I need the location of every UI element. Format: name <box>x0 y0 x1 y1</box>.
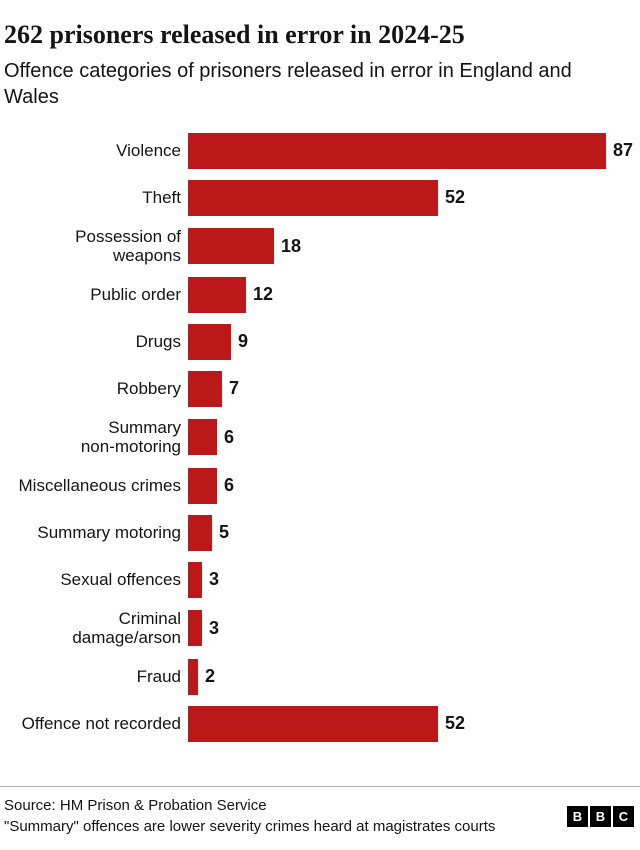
bbc-logo-block: C <box>613 805 634 827</box>
source-text: Source: HM Prison & Probation Service <box>4 796 267 814</box>
bar-row: Fraud 2 <box>0 658 636 695</box>
bar-value: 87 <box>613 140 634 161</box>
bar-label: Violence <box>116 140 181 160</box>
bar-chart: Violence 87 Theft 52 Possession of weapons 18… <box>0 132 640 753</box>
bar-label: Public order <box>90 284 181 304</box>
bar-label: Summary non-motoring <box>80 417 181 457</box>
bbc-logo-block: B <box>590 805 611 827</box>
bar <box>188 179 438 216</box>
bar <box>188 323 231 360</box>
divider <box>0 785 640 787</box>
bar-label: Sexual offences <box>60 570 181 590</box>
bar-row: Criminal damage/arson 3 <box>0 609 636 648</box>
bar-label: Drugs <box>135 331 181 351</box>
bar-row: Offence not recorded 52 <box>0 705 636 742</box>
bar-row: Theft 52 <box>0 179 636 216</box>
bar-value: 9 <box>238 331 249 352</box>
bar-value: 2 <box>205 666 216 687</box>
bar-row: Miscellaneous crimes 6 <box>0 467 636 504</box>
bar-value: 3 <box>209 569 220 590</box>
bar-label: Criminal damage/arson <box>72 608 181 648</box>
chart-subtitle: Offence categories of prisoners released… <box>4 59 572 109</box>
bar <box>188 228 274 265</box>
bar-label: Offence not recorded <box>21 714 181 734</box>
bar-row: Public order 12 <box>0 276 636 313</box>
bar-row: Robbery 7 <box>0 370 636 407</box>
bar-value: 52 <box>445 187 466 208</box>
bbc-logo-block: B <box>567 805 588 827</box>
bar-label: Robbery <box>116 378 181 398</box>
header: 262 prisoners released in error in 2024-… <box>0 0 640 111</box>
bar-label: Fraud <box>136 667 181 687</box>
bar-value: 6 <box>224 426 235 447</box>
bar <box>188 132 606 169</box>
bar-value: 12 <box>253 284 274 305</box>
bar-value: 6 <box>224 475 235 496</box>
bar-row: Sexual offences 3 <box>0 561 636 598</box>
bar <box>188 705 438 742</box>
bar <box>188 658 198 695</box>
bar-row: Possession of weapons 18 <box>0 227 636 266</box>
bar <box>188 561 202 598</box>
bar-label: Possession of weapons <box>75 226 181 266</box>
bar-row: Summary non-motoring 6 <box>0 418 636 457</box>
bar <box>188 514 212 551</box>
bar-label: Miscellaneous crimes <box>18 476 182 496</box>
chart-title: 262 prisoners released in error in 2024-… <box>4 20 465 49</box>
footer-text: Source: HM Prison & Probation Service "S… <box>4 795 495 839</box>
bar <box>188 467 217 504</box>
footnote-text: "Summary" offences are lower severity cr… <box>4 818 496 836</box>
bar-value: 18 <box>281 235 302 256</box>
bar-row: Drugs 9 <box>0 323 636 360</box>
bar-value: 3 <box>209 617 220 638</box>
bar-value: 52 <box>445 713 466 734</box>
bar-label: Theft <box>142 187 181 207</box>
bar <box>188 419 217 456</box>
footer: Source: HM Prison & Probation Service "S… <box>0 785 640 850</box>
bar-row: Violence 87 <box>0 132 636 169</box>
bar-label: Summary motoring <box>37 523 181 543</box>
bar-value: 5 <box>219 522 230 543</box>
bar <box>188 370 222 407</box>
bar <box>188 610 202 647</box>
bar <box>188 276 246 313</box>
bar-row: Summary motoring 5 <box>0 514 636 551</box>
bar-value: 7 <box>229 378 240 399</box>
